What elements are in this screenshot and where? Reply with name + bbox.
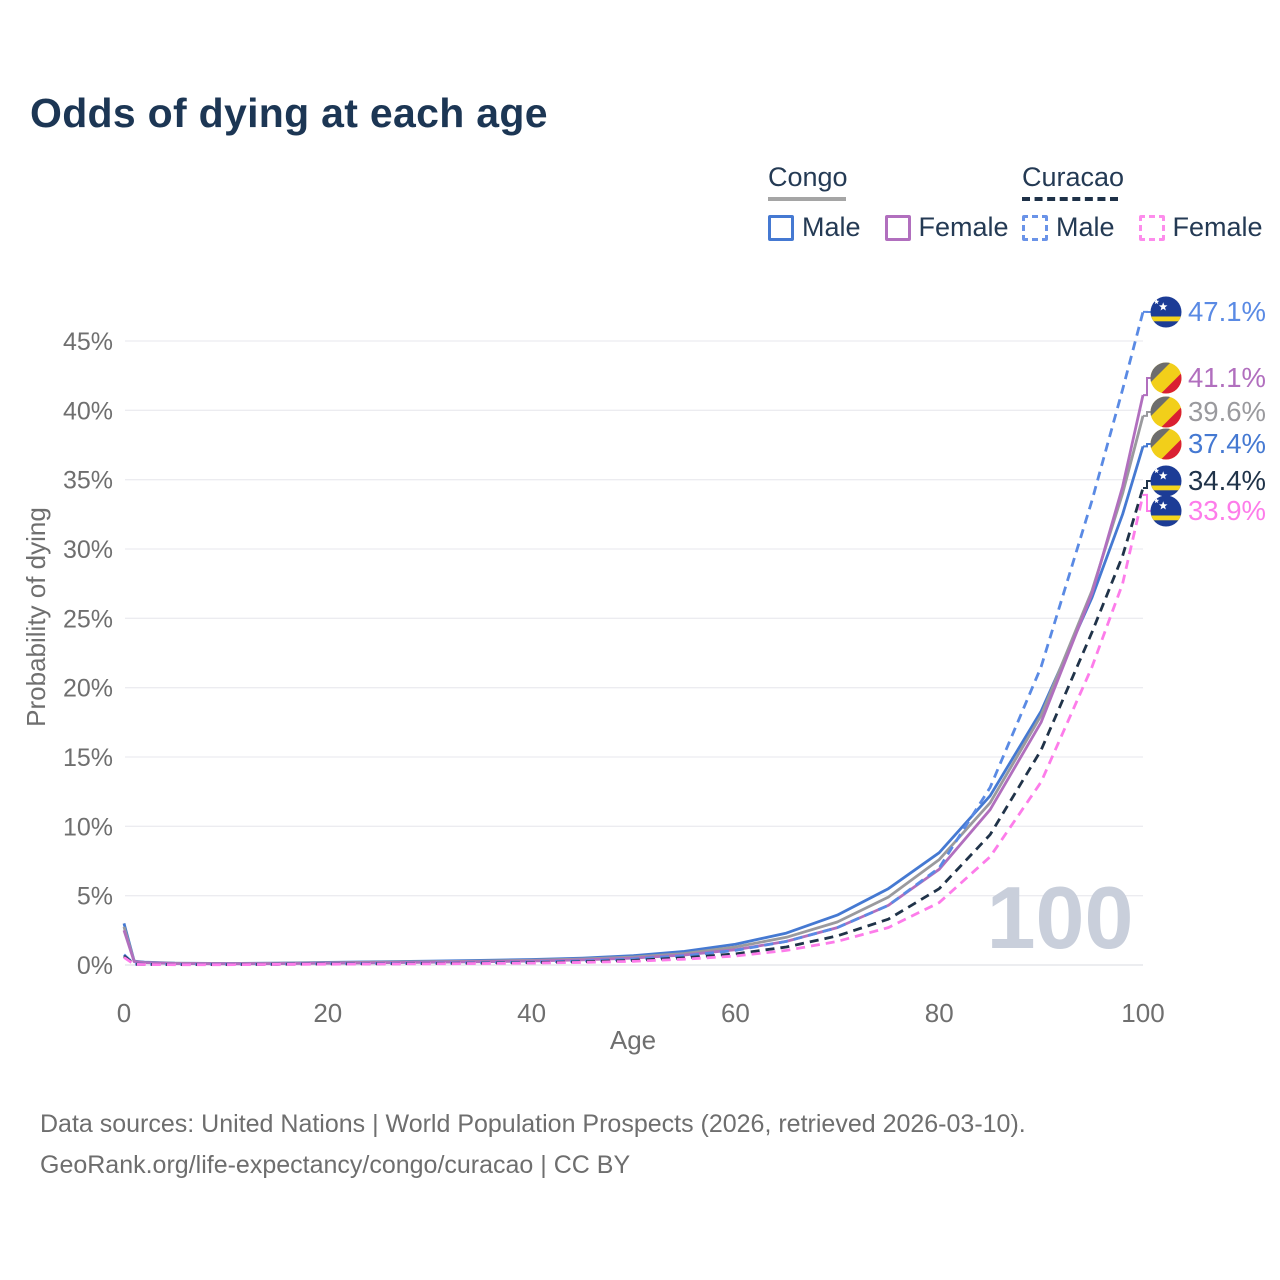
x-tick-label: 100: [1121, 998, 1164, 1028]
end-value-label-congo-male: 37.4%: [1188, 428, 1266, 459]
x-tick-label: 60: [721, 998, 750, 1028]
y-tick-label: 25%: [63, 605, 113, 633]
end-label-connector: [1143, 377, 1151, 397]
x-tick-label: 0: [117, 998, 131, 1028]
curacao-flag-icon: [1150, 296, 1182, 328]
y-tick-label: 40%: [63, 397, 113, 425]
end-value-label-curacao-female: 33.9%: [1188, 495, 1266, 526]
congo-female-swatch-icon: [884, 214, 911, 241]
y-tick-label: 5%: [77, 883, 113, 911]
footer: Data sources: United Nations | World Pop…: [40, 1104, 1026, 1186]
end-label-connector: [1143, 411, 1151, 417]
x-tick-label: 40: [517, 998, 546, 1028]
legend-item-label: Female: [918, 212, 1009, 242]
legend-item-curacao-male[interactable]: Male: [1022, 212, 1115, 243]
age-watermark: 100: [987, 868, 1134, 967]
end-value-label-congo: 39.6%: [1188, 396, 1266, 427]
y-tick-label: 30%: [63, 536, 113, 564]
legend-item-curacao-female[interactable]: Female: [1138, 212, 1263, 243]
y-axis-title: Probability of dying: [21, 507, 51, 727]
end-value-label-curacao-male: 47.1%: [1188, 296, 1266, 327]
congo-flag-icon: [1150, 428, 1182, 460]
legend-item-label: Female: [1172, 212, 1263, 242]
footer-data-sources: Data sources: United Nations | World Pop…: [40, 1110, 1026, 1138]
legend-group-curacao: Curacao Male Female: [1022, 162, 1263, 243]
legend-item-label: Male: [1056, 212, 1115, 242]
curacao-flag-icon: [1150, 465, 1182, 497]
legend-congo-title: Congo: [768, 162, 848, 192]
end-label-connector: [1143, 480, 1151, 489]
legend-congo-items: Male Female: [768, 212, 1009, 243]
y-tick-label: 0%: [77, 952, 113, 980]
legend-item-label: Male: [802, 212, 861, 242]
legend-congo-underline: [768, 197, 846, 201]
curacao-female-swatch-icon: [1138, 214, 1165, 241]
end-label-connector: [1143, 493, 1151, 512]
series-line-curacao-female: [123, 494, 1145, 967]
legend-item-congo-male[interactable]: Male: [768, 212, 861, 243]
curacao-male-swatch-icon: [1022, 214, 1048, 241]
x-tick-label: 20: [313, 998, 342, 1028]
legend-curacao-title: Curacao: [1022, 162, 1125, 192]
congo-flag-icon: [1150, 396, 1182, 428]
footer-attribution: GeoRank.org/life-expectancy/congo/curaca…: [40, 1151, 631, 1179]
legend-curacao-underline: [1022, 197, 1118, 201]
end-value-label-curacao: 34.4%: [1188, 465, 1266, 496]
congo-flag-icon: [1150, 362, 1182, 394]
y-tick-label: 10%: [63, 813, 113, 841]
y-tick-label: 35%: [63, 467, 113, 495]
x-tick-label: 80: [925, 998, 954, 1028]
y-tick-label: 45%: [63, 328, 113, 356]
legend-group-congo: Congo Male Female: [768, 162, 1009, 243]
x-axis-title: Age: [610, 1025, 656, 1055]
y-tick-label: 15%: [63, 744, 113, 772]
curacao-flag-icon: [1150, 495, 1182, 527]
congo-male-swatch-icon: [768, 214, 794, 241]
y-tick-label: 20%: [63, 675, 113, 703]
end-value-label-congo-female: 41.1%: [1188, 362, 1266, 393]
legend-curacao-items: Male Female: [1022, 212, 1263, 243]
legend-item-congo-female[interactable]: Female: [884, 212, 1009, 243]
end-label-connector: [1143, 443, 1151, 448]
page-title: Odds of dying at each age: [30, 90, 548, 136]
